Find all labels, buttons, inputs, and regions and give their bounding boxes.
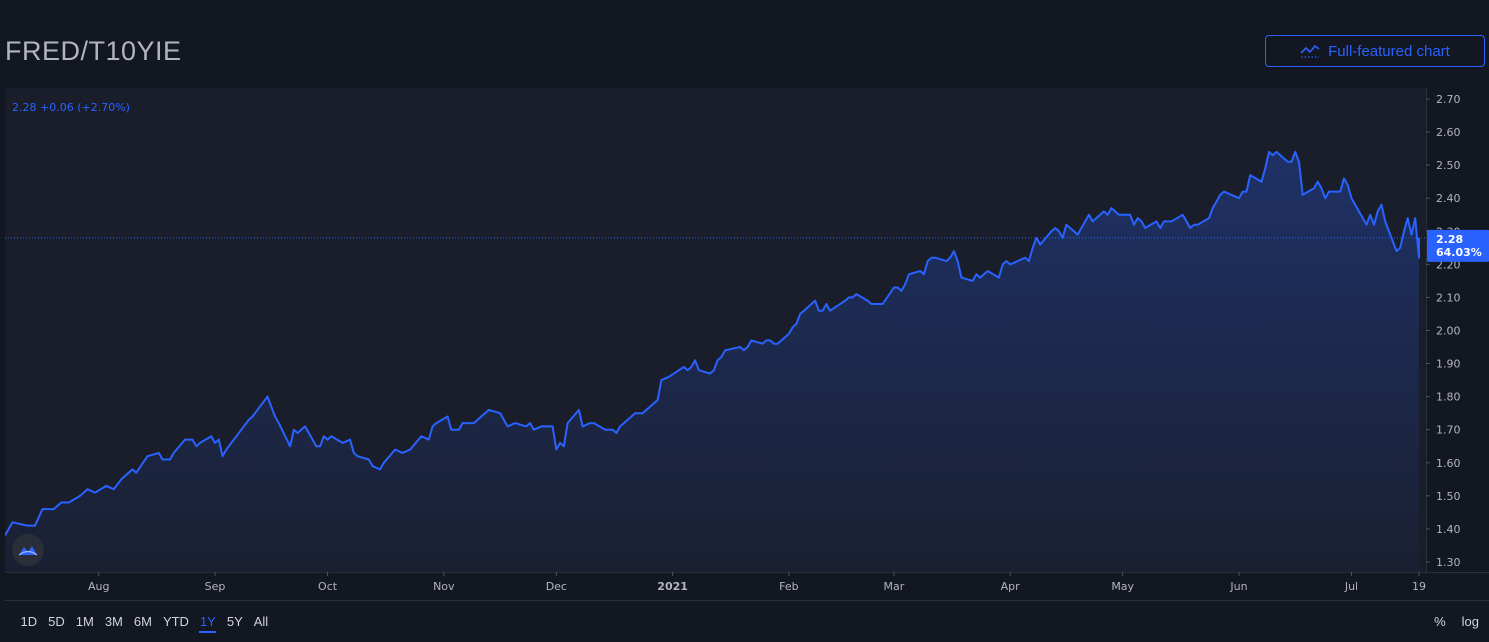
brand-logo[interactable] <box>12 534 44 566</box>
log-scale-toggle[interactable]: log <box>1461 613 1479 629</box>
x-tick-label: Feb <box>779 580 798 593</box>
x-tick-label: Mar <box>884 580 905 593</box>
y-tick-label: 1.40 <box>1436 523 1461 536</box>
chart-area[interactable]: 1.30 1.40 1.50 1.60 1.70 1.80 1.90 2.00 2.10 2.20… <box>5 88 1489 600</box>
x-tick-label: Oct <box>318 580 338 593</box>
x-tick-label: Sep <box>205 580 226 593</box>
range-button-1m[interactable]: 1M <box>75 613 94 629</box>
y-tick-label: 1.70 <box>1436 424 1461 437</box>
x-tick-label: Aug <box>88 580 109 593</box>
series-area-fill <box>5 151 1419 572</box>
range-selector: 1D 5D 1M 3M 6M YTD 1Y 5Y All <box>15 610 274 633</box>
y-tick-label: 1.30 <box>1436 556 1461 569</box>
bottom-toolbar: 1D 5D 1M 3M 6M YTD 1Y 5Y All % log <box>5 600 1489 641</box>
y-tick-label: 2.40 <box>1436 192 1461 205</box>
quote-readout: 2.28 +0.06 (+2.70%) <box>12 101 130 114</box>
range-button-5d[interactable]: 5D <box>48 613 65 629</box>
series-line <box>5 150 1420 536</box>
range-button-5y[interactable]: 5Y <box>226 613 243 629</box>
y-tick-label: 1.50 <box>1436 490 1461 503</box>
y-tick-label: 1.60 <box>1436 457 1461 470</box>
full-featured-chart-button[interactable]: Full-featured chart <box>1265 35 1485 67</box>
full-featured-chart-label: Full-featured chart <box>1328 42 1450 60</box>
y-tick-label: 2.70 <box>1436 93 1461 106</box>
x-tick-label: May <box>1111 580 1134 593</box>
range-button-1d[interactable]: 1D <box>20 613 38 629</box>
y-tick-label: 2.10 <box>1436 291 1461 304</box>
x-tick-label: 2021 <box>657 580 688 593</box>
logo-icon <box>18 546 38 556</box>
percent-scale-toggle[interactable]: % <box>1434 613 1446 629</box>
range-button-3m[interactable]: 3M <box>104 613 123 629</box>
range-button-1y[interactable]: 1Y <box>194 610 221 633</box>
price-label-value: 2.28 <box>1436 233 1463 246</box>
price-label-change: 64.03% <box>1436 246 1482 259</box>
y-tick-label: 1.80 <box>1436 391 1461 404</box>
x-tick-label: Jun <box>1229 580 1247 593</box>
range-button-6m[interactable]: 6M <box>133 613 152 629</box>
x-tick-label: Jul <box>1344 580 1358 593</box>
x-tick-label: 19 <box>1412 580 1426 593</box>
symbol-title: FRED/T10YIE <box>5 36 182 66</box>
y-tick-label: 2.60 <box>1436 126 1461 139</box>
price-chart[interactable]: 1.301.401.501.601.701.801.902.002.102.20… <box>5 88 1489 600</box>
line-chart-icon <box>1300 44 1320 58</box>
y-tick-label: 2.00 <box>1436 325 1461 338</box>
y-tick-label: 2.50 <box>1436 159 1461 172</box>
y-tick-label: 1.90 <box>1436 358 1461 371</box>
range-button-all[interactable]: All <box>253 613 269 629</box>
x-tick-label: Dec <box>546 580 567 593</box>
range-button-ytd[interactable]: YTD <box>162 613 189 629</box>
x-tick-label: Apr <box>1001 580 1021 593</box>
price-label-box <box>1427 229 1489 262</box>
x-tick-label: Nov <box>433 580 455 593</box>
